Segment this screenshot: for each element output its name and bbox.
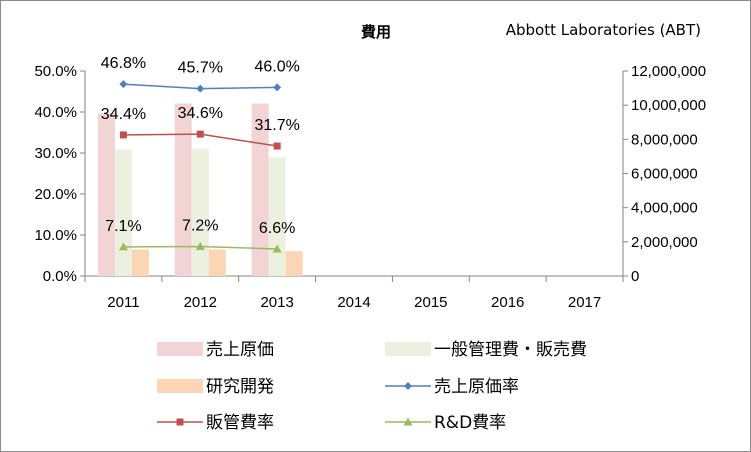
data-label-売上原価率: 46.8% <box>101 55 146 72</box>
x-tick-label: 2013 <box>260 294 293 311</box>
left-tick-label: 40.0% <box>34 104 77 121</box>
point-売上原価率 <box>119 80 128 89</box>
x-tick-label: 2016 <box>491 294 524 311</box>
chart-subtitle: Abbott Laboratories (ABT) <box>506 21 701 39</box>
right-tick-label: 0 <box>631 268 639 285</box>
right-tick-label: 2,000,000 <box>631 234 698 251</box>
x-tick-label: 2012 <box>184 294 217 311</box>
legend-label: 販管費率 <box>206 413 274 433</box>
data-label-売上原価率: 46.0% <box>254 58 299 75</box>
point-販管費率 <box>273 142 281 150</box>
right-tick-label: 12,000,000 <box>631 63 706 80</box>
data-label-販管費率: 31.7% <box>254 117 299 134</box>
x-tick-label: 2011 <box>107 294 139 311</box>
data-label-R&D費率: 7.1% <box>105 218 141 235</box>
chart-title: 費用 <box>361 23 391 41</box>
point-販管費率 <box>119 131 127 139</box>
point-R&D費率 <box>195 241 205 250</box>
point-R&D費率 <box>118 242 128 251</box>
bar-売上原価 <box>251 103 269 276</box>
data-label-R&D費率: 6.6% <box>259 220 295 237</box>
data-label-販管費率: 34.6% <box>178 105 223 122</box>
right-tick-label: 10,000,000 <box>631 97 706 114</box>
legend-marker <box>404 382 412 390</box>
left-tick-label: 20.0% <box>34 186 77 203</box>
legend-label: 売上原価 <box>206 340 274 360</box>
bar-一般管理費・販売費 <box>114 149 132 276</box>
legend-label: R&D費率 <box>434 413 506 433</box>
legend-marker <box>403 417 413 426</box>
bar-研究開発 <box>285 251 303 276</box>
bar-研究開発 <box>208 249 226 276</box>
point-売上原価率 <box>196 84 205 93</box>
point-売上原価率 <box>273 83 282 92</box>
right-tick-label: 6,000,000 <box>631 166 698 183</box>
right-tick-label: 4,000,000 <box>631 200 698 217</box>
plot-area: 0.0% 10.0% 20.0% 30.0% 40.0% 50.0% 0 2,000,000 4… <box>34 55 706 311</box>
data-label-R&D費率: 7.2% <box>182 217 218 234</box>
legend-label: 一般管理費・販売費 <box>434 340 587 360</box>
legend-swatch <box>385 342 431 356</box>
bar-一般管理費・販売費 <box>268 157 286 276</box>
left-tick-label: 50.0% <box>34 63 77 80</box>
legend-label: 売上原価率 <box>434 377 519 397</box>
bar-一般管理費・販売費 <box>191 148 209 276</box>
left-tick-label: 30.0% <box>34 145 77 162</box>
data-label-売上原価率: 45.7% <box>178 60 223 77</box>
x-tick-label: 2017 <box>568 294 601 311</box>
x-tick-label: 2014 <box>337 294 370 311</box>
left-tick-label: 10.0% <box>34 227 77 244</box>
point-販管費率 <box>196 130 204 138</box>
bar-研究開発 <box>131 249 149 276</box>
bar-売上原価 <box>97 113 115 276</box>
bar-売上原価 <box>174 103 192 276</box>
legend-swatch <box>157 379 203 393</box>
right-tick-label: 8,000,000 <box>631 131 698 148</box>
data-label-販管費率: 34.4% <box>101 106 146 123</box>
x-tick-label: 2015 <box>414 294 447 311</box>
legend-marker <box>176 418 184 426</box>
left-tick-label: 0.0% <box>43 268 77 285</box>
legend-label: 研究開発 <box>206 377 274 397</box>
legend-swatch <box>157 342 203 356</box>
point-R&D費率 <box>272 244 282 253</box>
